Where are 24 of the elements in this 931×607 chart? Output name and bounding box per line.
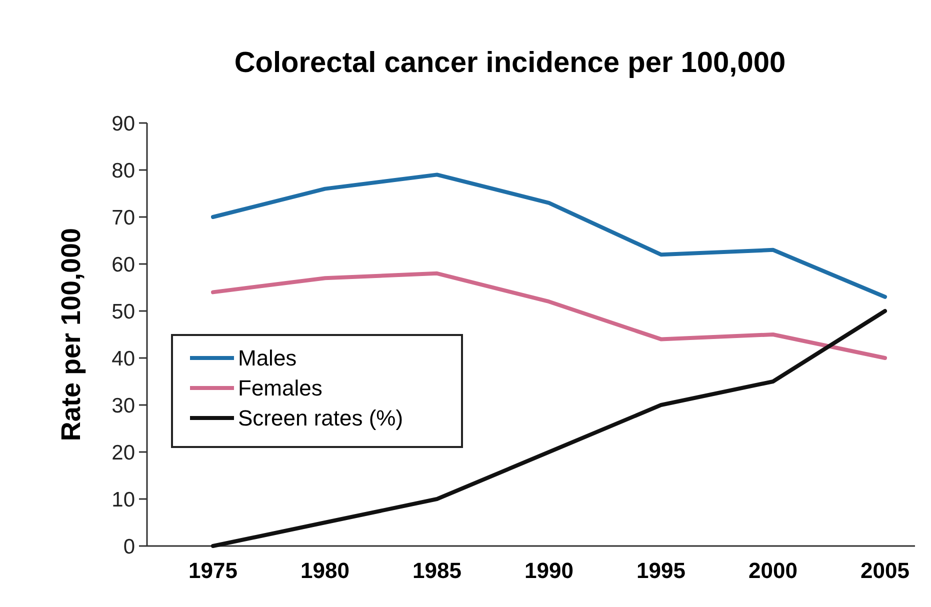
y-axis-title: Rate per 100,000	[56, 228, 86, 442]
y-tick-label: 0	[123, 535, 135, 558]
legend-label: Screen rates (%)	[238, 406, 404, 431]
x-tick-label: 1980	[300, 558, 350, 583]
x-tick-label: 2005	[860, 558, 910, 583]
line-series	[211, 309, 887, 548]
y-tick-label: 40	[112, 347, 135, 370]
y-tick-label: 20	[112, 441, 135, 464]
y-tick-label: 10	[112, 488, 135, 512]
legend-label: Males	[238, 346, 297, 371]
y-tick-label: 60	[112, 253, 135, 276]
chart-title: Colorectal cancer incidence per 100,000	[234, 47, 786, 79]
x-tick-label: 1975	[188, 558, 238, 583]
x-tick-label: 1985	[412, 558, 462, 583]
x-tick-label: 1995	[636, 558, 686, 583]
y-tick-label: 90	[112, 112, 135, 136]
legend-label: Females	[238, 376, 322, 401]
y-tick-label: 80	[112, 159, 135, 182]
y-tick-label: 50	[112, 300, 135, 324]
y-tick-label: 70	[112, 206, 135, 230]
line-series	[211, 172, 887, 299]
y-tick-label: 30	[112, 394, 135, 418]
x-tick-label: 1990	[524, 558, 574, 583]
x-tick-label: 2000	[748, 558, 798, 583]
